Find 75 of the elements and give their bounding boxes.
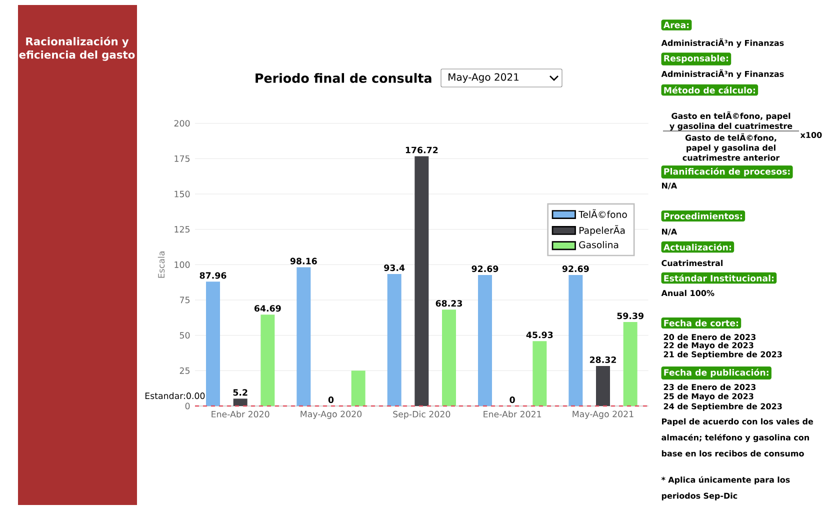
- data-label: 59.39: [617, 312, 644, 320]
- data-label: 0: [328, 396, 334, 404]
- text: AdministraciÃ³n y Finanzas: [661, 38, 784, 48]
- data-label: 5.2: [233, 389, 248, 396]
- data-label: 87.96: [200, 272, 226, 279]
- bar: [478, 275, 492, 406]
- text: Cuatrimestral: [662, 260, 723, 266]
- y-tick-label: 150: [174, 190, 190, 198]
- text: Planificación de procesos:: [664, 168, 790, 176]
- y-tick-label: 200: [174, 120, 190, 127]
- x-tick-label: Ene-Abr 2021: [484, 410, 542, 418]
- data-label: 92.69: [562, 266, 589, 272]
- text: 20 de Enero de 2023: [664, 334, 756, 340]
- x-tick-label: May-Ago 2020: [300, 410, 362, 419]
- text: Area:: [663, 22, 689, 28]
- text: 23 de Enero de 2023: [664, 384, 756, 390]
- x-tick-label: May-Ago 2021: [572, 410, 634, 419]
- bar: [414, 156, 429, 406]
- y-tick-label: 25: [180, 367, 190, 374]
- y-axis-title: Escala: [158, 252, 165, 278]
- text: Responsable:: [664, 54, 728, 64]
- data-label: 68.23: [436, 300, 462, 307]
- bar: [296, 267, 311, 406]
- y-tick-label: 100: [174, 261, 190, 268]
- data-label: 64.69: [254, 305, 281, 312]
- text: Estándar Institucional:: [664, 274, 774, 282]
- bar: [206, 282, 220, 406]
- ref-line-label: Estandar:0.00: [145, 392, 205, 400]
- bar: [532, 341, 547, 406]
- text: * Aplica únicamente para los periodos Sep-Dic: [661, 476, 790, 500]
- text: x100: [800, 132, 822, 138]
- bar: [623, 322, 638, 406]
- text: 24 de Septiembre de 2023: [664, 403, 782, 411]
- data-label: 92.69: [472, 266, 498, 272]
- y-tick-label: 125: [174, 226, 190, 233]
- data-label: 98.16: [290, 258, 317, 264]
- bar: [568, 275, 583, 406]
- legend-label: Gasolina: [579, 241, 618, 248]
- text: Racionalización y eficiencia del gasto: [19, 36, 135, 61]
- text: AdministraciÃ³n y Finanzas: [661, 69, 784, 79]
- data-label: 93.4: [384, 264, 405, 272]
- bar: [233, 398, 248, 406]
- text: Fecha de corte:: [664, 320, 738, 326]
- bar: [442, 310, 456, 406]
- data-label: 0: [510, 396, 515, 404]
- y-tick-label: 0: [185, 402, 190, 410]
- text: May-Ago 2021: [448, 73, 518, 83]
- bar: [260, 314, 275, 406]
- x-tick-label: Sep-Dic 2020: [393, 410, 450, 420]
- legend-label: PapelerÃa: [580, 225, 625, 236]
- data-label: 28.32: [590, 356, 616, 364]
- x-tick-label: Ene-Abr 2020: [212, 410, 270, 418]
- text: N/A: [662, 182, 678, 190]
- y-tick-label: 175: [174, 155, 190, 162]
- chart-subtitle: Periodo final de consulta: [256, 73, 432, 83]
- text: 22 de Mayo de 2023: [664, 342, 754, 350]
- text: Papel de acuerdo con los vales de almacén; teléfono y gasolina con base en los recibos de consumo: [662, 418, 814, 456]
- text: 25 de Mayo de 2023: [664, 393, 754, 401]
- legend-label: TelÃ©fono: [578, 209, 627, 218]
- text: N/A: [662, 228, 678, 236]
- text: 21 de Septiembre de 2023: [664, 351, 782, 359]
- text: Actualización:: [663, 243, 731, 251]
- text: Gasto en telÃ©fono, papel y gasolina del cuatrimestre: [670, 111, 792, 131]
- text: Método de cálculo:: [664, 86, 755, 94]
- data-label: 176.72: [406, 146, 438, 154]
- text: Anual 100%: [661, 290, 714, 296]
- bar: [596, 366, 610, 406]
- bar: [387, 274, 402, 406]
- y-tick-label: 50: [180, 332, 190, 339]
- data-label: 45.93: [526, 332, 553, 338]
- y-tick-label: 75: [180, 296, 190, 304]
- text: Gasto de telÃ©fono, papel y gasolina del cuatrimestre anterior: [682, 133, 780, 161]
- text: Fecha de publicación:: [664, 368, 768, 378]
- text: Procedimientos:: [664, 212, 742, 220]
- bar: [351, 370, 366, 406]
